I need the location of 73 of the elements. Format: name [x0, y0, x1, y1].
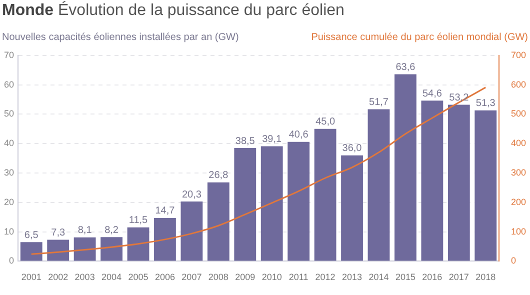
y-tick-label: 70	[4, 50, 14, 60]
data-label: 38,5	[235, 136, 256, 147]
y-tick-label: 40	[4, 138, 14, 148]
y2-tick-label: 400	[510, 138, 526, 148]
data-label: 7,3	[51, 227, 66, 238]
bar	[207, 182, 230, 261]
x-tick-label: 2012	[315, 272, 336, 282]
y-tick-label: 10	[4, 226, 14, 236]
x-tick-label: 2010	[262, 272, 282, 282]
bar	[421, 100, 444, 261]
bar	[448, 104, 470, 261]
data-label: 45,0	[316, 116, 336, 128]
data-label: 63,6	[396, 62, 416, 73]
x-tick-label: 2005	[128, 272, 148, 282]
y2-tick-label: 500	[510, 108, 526, 119]
data-label: 39,1	[262, 134, 282, 145]
data-label: 8,2	[104, 224, 119, 236]
data-label: 54,6	[422, 88, 442, 100]
bar	[74, 237, 96, 261]
x-tick-label: 2004	[102, 272, 122, 282]
x-tick-label: 2017	[448, 272, 469, 282]
x-tick-label: 2007	[182, 272, 202, 282]
bar	[314, 128, 336, 261]
data-label: 40,6	[288, 130, 309, 141]
bar	[154, 218, 176, 261]
data-label: 11,5	[128, 215, 148, 226]
data-label: 51,3	[476, 98, 496, 110]
y2-tick-label: 300	[510, 167, 526, 178]
bar	[127, 227, 150, 261]
y-axis-title: Nouvelles capacités éoliennes installées par an (GW)	[2, 32, 239, 43]
y2-tick-label: 200	[510, 196, 526, 207]
bar	[234, 148, 256, 261]
data-label: 36,0	[342, 143, 362, 154]
bar	[100, 237, 122, 261]
x-tick-label: 2014	[368, 272, 389, 282]
x-tick-label: 2015	[395, 272, 416, 282]
y2-tick-label: 600	[510, 79, 526, 90]
bar	[368, 109, 390, 261]
x-tick-label: 2008	[208, 272, 228, 282]
bar	[394, 74, 416, 261]
chart-subtitle: Évolution de la puissance du parc éolien	[58, 2, 344, 19]
x-tick-label: 2018	[476, 272, 496, 282]
y-tick-label: 30	[4, 167, 14, 178]
x-tick-label: 2001	[21, 272, 42, 282]
chart-title: Monde	[2, 2, 54, 19]
y-tick-label: 0	[8, 256, 14, 266]
bar	[47, 240, 70, 261]
y-tick-label: 60	[4, 79, 14, 90]
bar	[341, 155, 363, 261]
y2-tick-label: 100	[510, 226, 526, 236]
data-label: 51,7	[369, 96, 389, 108]
x-tick-label: 2009	[235, 272, 256, 282]
bar	[288, 142, 310, 261]
x-tick-label: 2006	[154, 272, 175, 282]
x-tick-label: 2016	[422, 272, 442, 282]
bar	[474, 110, 497, 261]
y2-tick-label: 0	[510, 256, 516, 266]
x-tick-label: 2013	[342, 272, 362, 282]
bar	[180, 202, 203, 261]
data-label: 8,1	[78, 225, 92, 236]
data-label: 6,5	[24, 230, 39, 241]
data-label: 20,3	[182, 189, 202, 200]
y-tick-label: 50	[4, 108, 14, 119]
y-tick-label: 20	[4, 196, 14, 207]
y2-axis-title: Puissance cumulée du parc éolien mondial (GW)	[311, 32, 528, 43]
x-tick-label: 2011	[288, 272, 308, 282]
data-label: 26,8	[208, 170, 229, 182]
x-tick-label: 2002	[48, 272, 68, 282]
data-label: 14,7	[155, 206, 176, 217]
bar	[20, 242, 42, 261]
x-tick-label: 2003	[74, 272, 95, 282]
bar	[260, 146, 283, 261]
y2-tick-label: 700	[510, 50, 526, 60]
